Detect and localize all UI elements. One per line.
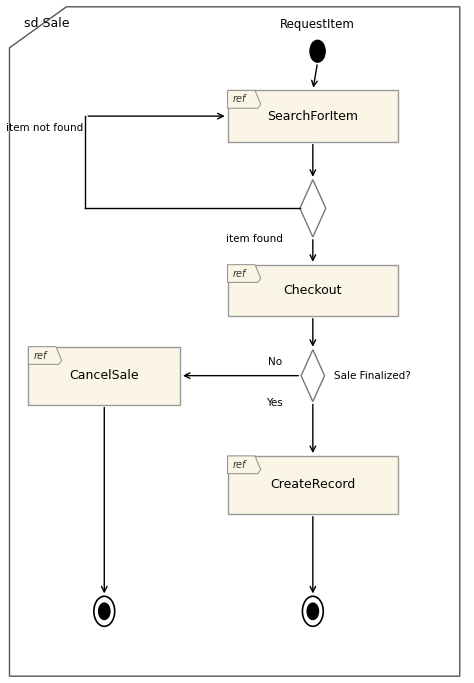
Circle shape [99,603,110,619]
Text: ref: ref [232,94,246,104]
Text: Checkout: Checkout [283,283,342,297]
Text: ref: ref [232,460,246,470]
Polygon shape [28,347,62,365]
Text: No: No [268,357,282,367]
Text: CancelSale: CancelSale [70,369,139,382]
Bar [228,456,398,514]
Text: CreateRecord: CreateRecord [270,478,356,492]
Text: item found: item found [226,234,283,244]
Circle shape [310,40,325,62]
Bar [228,90,398,141]
Polygon shape [228,265,261,283]
Text: Yes: Yes [266,398,283,408]
Circle shape [307,603,319,619]
Bar [28,346,180,404]
Polygon shape [228,91,261,109]
Bar [228,265,398,316]
Text: ref: ref [232,268,246,279]
Circle shape [302,596,323,626]
Circle shape [94,596,115,626]
Text: Sale Finalized?: Sale Finalized? [334,371,411,380]
Text: SearchForItem: SearchForItem [267,109,358,123]
Text: ref: ref [33,350,46,361]
Text: sd Sale: sd Sale [24,17,69,31]
Text: item not found: item not found [6,123,83,133]
Polygon shape [228,456,261,474]
Text: RequestItem: RequestItem [280,18,355,31]
Polygon shape [300,180,326,237]
Polygon shape [301,350,325,402]
